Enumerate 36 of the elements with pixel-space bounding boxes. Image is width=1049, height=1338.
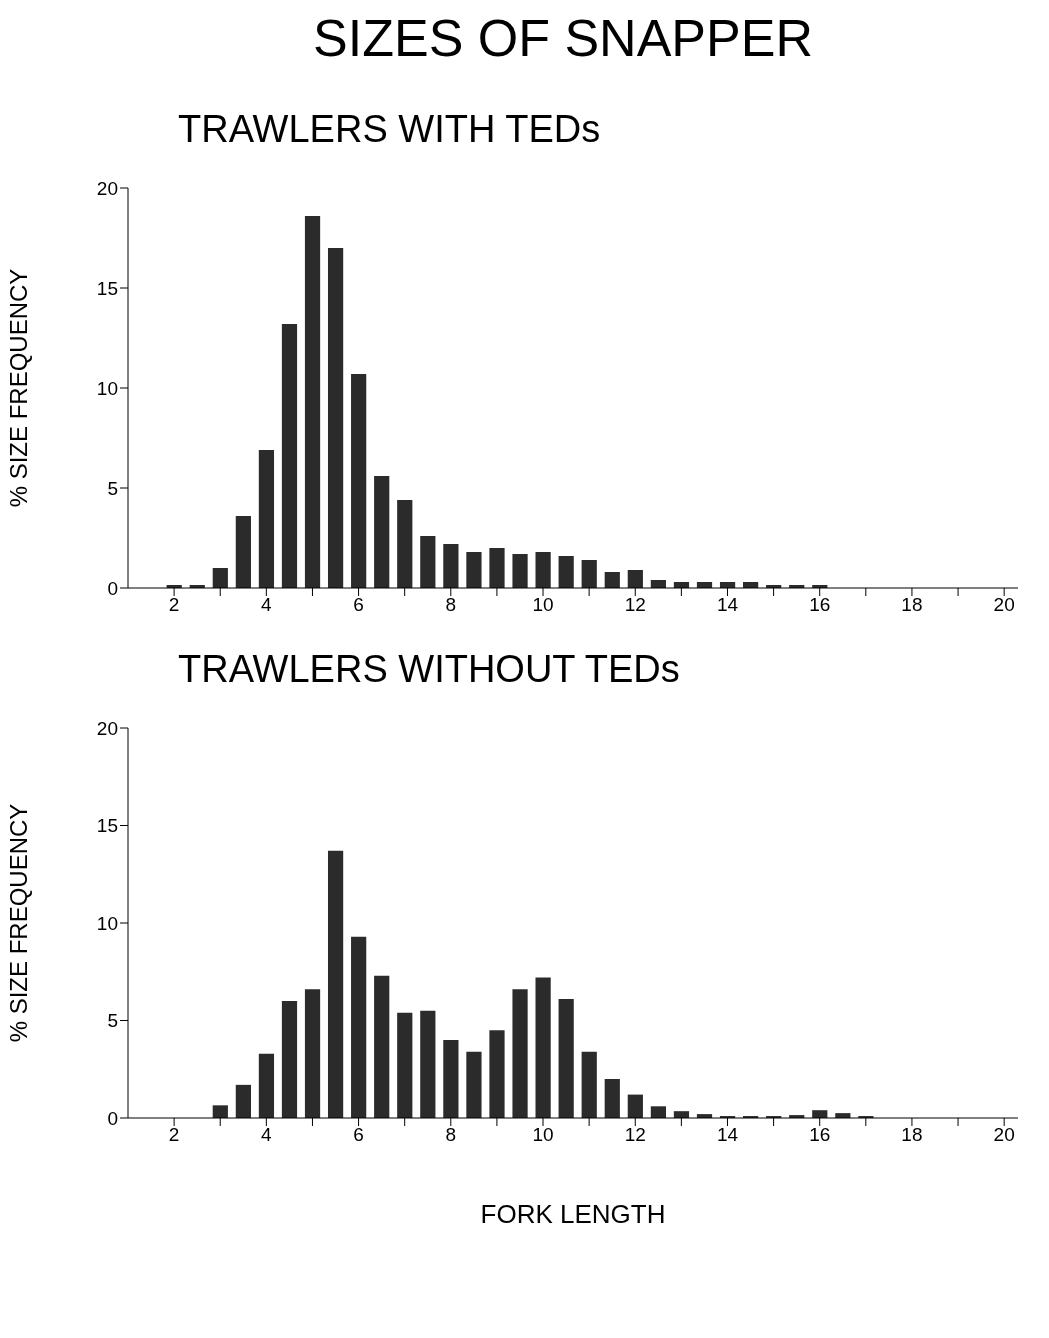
x-tick-label: 18 [901,1124,923,1146]
x-axis-title: FORK LENGTH [480,1199,666,1229]
x-tick-label: 8 [445,594,457,616]
x-tick-label: 16 [809,1124,831,1146]
x-tick-label: 4 [261,1124,273,1146]
y-tick-label: 0 [107,1107,118,1129]
chart-title: SIZES OF SNAPPER [312,8,814,69]
x-tick-label: 6 [353,1124,364,1146]
x-tick-label: 14 [716,1124,739,1146]
x-tick-label: 10 [532,594,554,616]
y-tick-label: 5 [107,477,118,499]
y-tick-label: 10 [96,377,118,399]
y-tick-label: 20 [96,717,118,739]
y-tick-label: 10 [96,912,118,934]
x-tick-label: 20 [993,1124,1015,1146]
y-tick-label: 5 [107,1010,118,1032]
y-axis-title: % SIZE FREQUENCY [4,268,32,508]
y-tick-label: 0 [107,577,118,599]
x-tick-label: 2 [168,594,180,616]
y-axis-title: % SIZE FREQUENCY [4,803,32,1043]
y-tick-label: 20 [96,177,118,199]
x-tick-label: 2 [168,1124,180,1146]
y-tick-label: 15 [96,277,118,299]
x-tick-label: 10 [532,1124,554,1146]
chart-subtitle: TRAWLERS WITH TEDs [177,108,602,152]
chart-title: TRAWLERS WITHOUT TEDs [177,648,681,692]
x-tick-label: 6 [353,594,364,616]
x-tick-label: 18 [901,594,923,616]
x-tick-label: 12 [624,1124,646,1146]
x-tick-label: 4 [261,594,273,616]
x-tick-label: 8 [445,1124,457,1146]
x-tick-label: 12 [624,594,646,616]
y-tick-label: 15 [96,815,118,837]
x-tick-label: 20 [993,594,1015,616]
x-tick-label: 16 [809,594,831,616]
x-tick-label: 14 [716,594,739,616]
